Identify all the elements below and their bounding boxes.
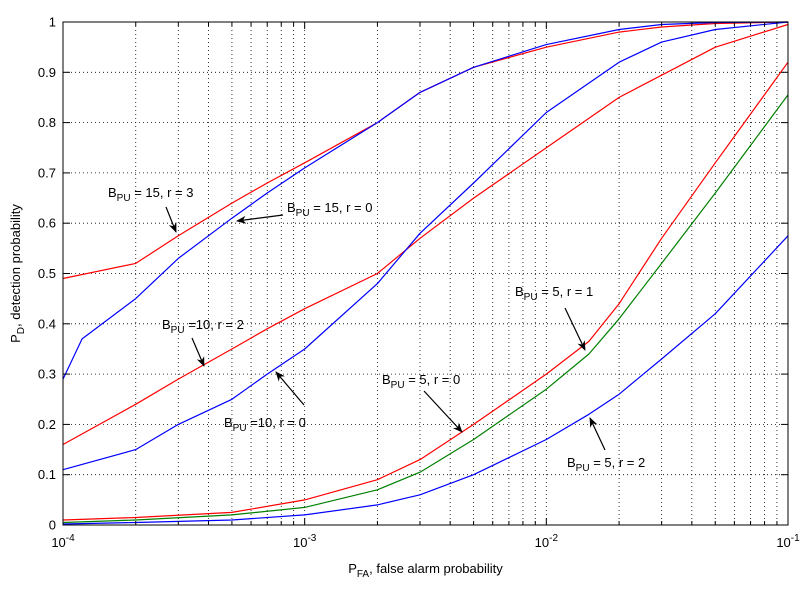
- series-line-2: [62, 21, 789, 380]
- series-line-4: [62, 21, 789, 471]
- annotation-arrow: [165, 206, 177, 233]
- annotation-label: BPU =10, r = 2: [162, 317, 244, 336]
- y-tick-label: 1: [49, 15, 56, 30]
- series-line-5: [62, 61, 789, 521]
- y-tick-label: 0.3: [38, 367, 56, 382]
- y-tick-label: 0.8: [38, 115, 56, 130]
- y-tick-label: 0.5: [38, 266, 56, 281]
- annotation-arrow: [589, 417, 606, 451]
- axis-labels: PFA, false alarm probability PD, detectio…: [8, 204, 503, 580]
- grid: [63, 22, 788, 525]
- y-axis-label: PD, detection probability: [8, 204, 27, 343]
- x-axis-label: PFA, false alarm probability: [348, 561, 503, 580]
- series-line-6: [62, 94, 789, 524]
- annotation-label: BPU = 5, r = 2: [567, 455, 645, 474]
- series-line-7: [62, 235, 789, 525]
- annotation-arrow: [423, 390, 463, 433]
- annotation-arrow: [236, 214, 284, 224]
- x-tick-label: 10-2: [535, 533, 559, 550]
- series-lines: [62, 21, 789, 525]
- annotation-label: BPU = 15, r = 3: [108, 185, 193, 204]
- y-tick-label: 0.9: [38, 65, 56, 80]
- x-tick-label: 10-4: [51, 533, 75, 550]
- annotation-label: BPU = 5, r = 0: [382, 372, 460, 391]
- y-tick-label: 0.2: [38, 417, 56, 432]
- ticks: 10-4 10-3 10-2 10-1 0 0.1 0.2 0.3 0.4 0.5 0.6 0.7 0.…: [38, 15, 800, 551]
- annotation-arrow: [564, 307, 586, 351]
- y-tick-label: 0: [49, 518, 56, 533]
- annotation-label: BPU =10, r = 0: [224, 415, 306, 434]
- annotation-arrow: [275, 371, 305, 406]
- x-tick-label: 10-1: [776, 533, 800, 550]
- y-tick-label: 0.4: [38, 316, 56, 331]
- y-tick-label: 0.7: [38, 165, 56, 180]
- annotation-label: BPU = 15, r = 0: [287, 200, 372, 219]
- annotation-label: BPU = 5, r = 1: [515, 284, 593, 303]
- y-tick-label: 0.1: [38, 467, 56, 482]
- annotations: BPU = 15, r = 3 BPU = 15, r = 0 BPU =10, r…: [108, 185, 645, 474]
- y-tick-label: 0.6: [38, 216, 56, 231]
- annotation-arrow: [191, 337, 205, 367]
- series-line-3: [62, 23, 789, 446]
- x-tick-label: 10-3: [293, 533, 317, 550]
